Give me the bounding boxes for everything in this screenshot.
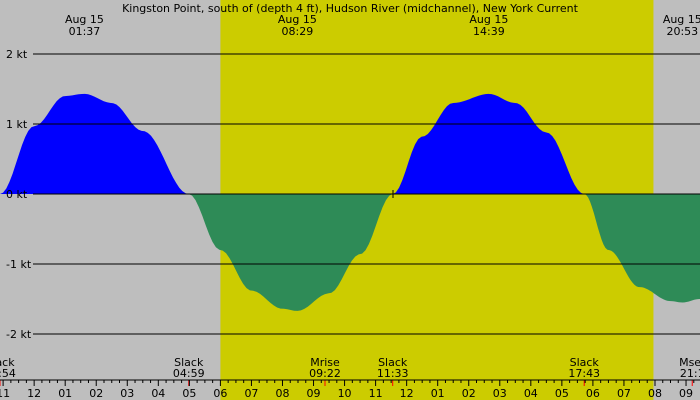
event-label-time: 11:33 — [377, 367, 409, 380]
event-label-name: Slack — [378, 356, 408, 369]
top-label-time: 08:29 — [282, 25, 314, 38]
y-tick-label: 0 kt — [6, 188, 28, 201]
x-tick-label: 02 — [89, 387, 103, 400]
event-label-name: Slack — [570, 356, 600, 369]
top-label-date: Aug 15 — [278, 13, 317, 26]
event-label-name: Slack — [0, 356, 15, 369]
x-tick-label: 09 — [307, 387, 321, 400]
top-label-time: 01:37 — [69, 25, 101, 38]
current-areas — [0, 93, 700, 311]
event-label-name: Mrise — [310, 356, 340, 369]
event-label-name: Mset — [679, 356, 700, 369]
top-label-date: Aug 15 — [469, 13, 508, 26]
x-tick-label: 04 — [524, 387, 538, 400]
y-tick-label: -2 kt — [6, 328, 32, 341]
x-tick-label: 01 — [58, 387, 72, 400]
event-label-name: Slack — [174, 356, 204, 369]
y-axis: 2 kt 1 kt 0 kt -1 kt -2 kt — [6, 48, 32, 341]
x-tick-label: 10 — [338, 387, 352, 400]
x-tick-label: 08 — [275, 387, 289, 400]
x-tick-label: 02 — [462, 387, 476, 400]
ebb-area — [584, 194, 700, 303]
event-label-time: 21:1 — [680, 367, 700, 380]
flood-area — [392, 93, 585, 194]
y-tick-label: -1 kt — [6, 258, 32, 271]
event-label-time: 09:22 — [309, 367, 341, 380]
event-label-time: 22:54 — [0, 367, 16, 380]
chart-title: Kingston Point, south of (depth 4 ft), H… — [122, 2, 579, 15]
x-tick-label: 11 — [0, 387, 10, 400]
top-label-time: 20:53 — [666, 25, 698, 38]
x-tick-label: 07 — [244, 387, 258, 400]
event-label-time: 17:43 — [568, 367, 600, 380]
x-tick-label: 03 — [493, 387, 507, 400]
y-tick-label: 2 kt — [6, 48, 28, 61]
x-tick-label: 12 — [27, 387, 41, 400]
x-tick-label: 07 — [617, 387, 631, 400]
bottom-labels: Slack22:54Slack04:59Mrise09:22Slack11:33… — [0, 356, 700, 386]
x-tick-label: 12 — [400, 387, 414, 400]
x-tick-label: 05 — [182, 387, 196, 400]
event-label-time: 04:59 — [173, 367, 205, 380]
x-axis: 11 12 01 02 03 04 05 06 07 08 09 10 11 12 01 02 03 04 05 06… — [0, 379, 700, 400]
flood-area — [0, 93, 189, 194]
x-tick-label: 09 — [679, 387, 693, 400]
x-tick-label: 06 — [586, 387, 600, 400]
x-tick-label: 06 — [213, 387, 227, 400]
y-tick-label: 1 kt — [6, 118, 28, 131]
ebb-area — [188, 194, 393, 311]
top-label-date: Aug 15 — [65, 13, 104, 26]
x-tick-label: 04 — [151, 387, 165, 400]
x-tick-label: 03 — [120, 387, 134, 400]
grid-lines — [33, 53, 700, 335]
x-tick-label: 11 — [369, 387, 383, 400]
top-label-time: 14:39 — [473, 25, 505, 38]
x-tick-label: 05 — [555, 387, 569, 400]
x-tick-label: 08 — [648, 387, 662, 400]
x-tick-label: 01 — [431, 387, 445, 400]
top-label-date: Aug 15 — [663, 13, 700, 26]
